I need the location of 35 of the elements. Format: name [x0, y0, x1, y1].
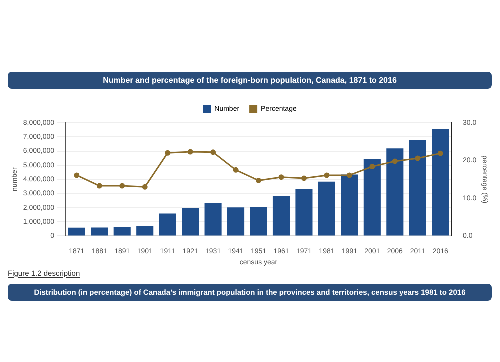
point	[165, 150, 171, 156]
bar	[91, 228, 108, 236]
bar	[159, 214, 176, 236]
bar	[68, 228, 86, 236]
bar	[114, 227, 131, 236]
point	[74, 172, 80, 178]
point	[96, 183, 102, 189]
chart-title: Number and percentage of the foreign-born population, Canada, 1871 to 2016	[8, 72, 492, 89]
point	[438, 150, 444, 156]
point	[278, 174, 284, 180]
point	[210, 150, 216, 156]
bar	[204, 204, 222, 236]
bar	[182, 208, 200, 236]
point	[301, 176, 307, 182]
point	[324, 172, 330, 178]
bar	[409, 140, 426, 236]
bar	[364, 159, 381, 236]
bar	[228, 208, 245, 236]
point	[256, 178, 262, 184]
point	[370, 164, 376, 170]
bar	[432, 130, 450, 236]
point	[188, 149, 194, 155]
point	[142, 184, 148, 190]
bar	[341, 174, 358, 236]
point	[233, 167, 239, 173]
bar	[296, 190, 313, 236]
point	[392, 158, 398, 164]
bar	[272, 196, 290, 236]
bar	[250, 207, 268, 236]
bar	[136, 226, 154, 236]
bar	[386, 148, 404, 236]
point	[346, 172, 352, 178]
bar	[318, 182, 336, 236]
point	[120, 183, 126, 189]
point	[415, 156, 421, 162]
